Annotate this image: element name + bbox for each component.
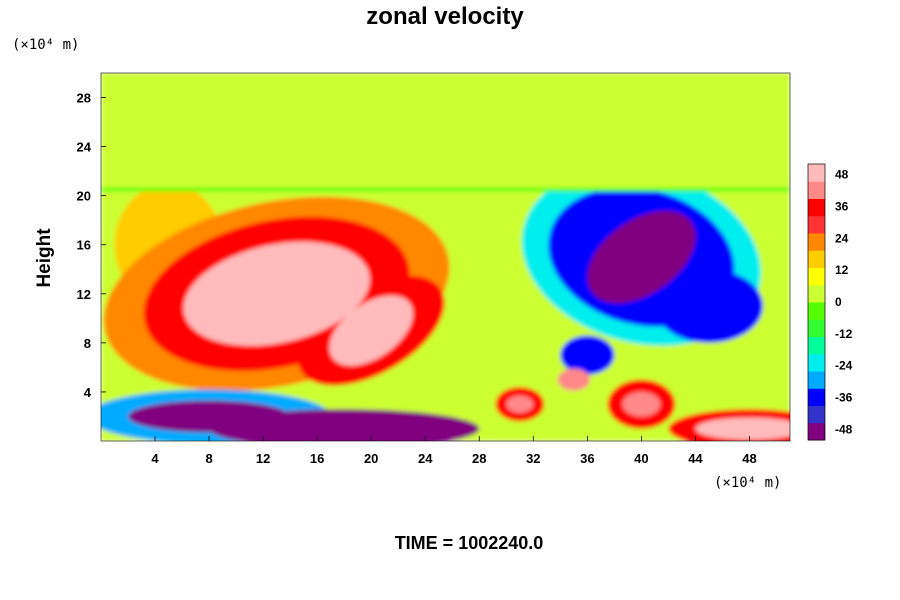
field-blob-negative-bottom-mid — [209, 409, 480, 441]
time-label: TIME = 1002240.0 — [395, 533, 544, 553]
y-tick-label: 28 — [77, 91, 91, 106]
colorbar-tick-label: 36 — [835, 199, 849, 213]
field-blob-negative-lower — [560, 335, 615, 375]
colorbar-swatch — [808, 181, 825, 199]
field-blob-positive-patch-35 — [557, 368, 591, 391]
field-blob-positive-patch-40 — [622, 391, 661, 417]
colorbar-tick-label: 0 — [835, 295, 842, 309]
x-tick-label: 16 — [310, 451, 324, 466]
y-tick-label: 8 — [84, 336, 91, 351]
colorbar-swatch — [808, 353, 825, 372]
colorbar-tick-label: 48 — [835, 168, 849, 182]
colorbar-swatch — [808, 267, 825, 286]
x-tick-label: 44 — [688, 451, 703, 466]
chart-title: zonal velocity — [366, 3, 524, 30]
colorbar-tick-label: -12 — [835, 327, 853, 341]
colorbar-swatch — [808, 371, 825, 389]
x-tick-label: 12 — [256, 451, 270, 466]
colorbar-swatch — [808, 405, 825, 424]
colorbar-swatch — [808, 164, 825, 182]
y-tick-label: 20 — [77, 189, 91, 204]
y-unit-label: (×10⁴ m) — [12, 37, 79, 53]
field-blob-strong-positive-core — [183, 241, 370, 346]
colorbar-swatch — [808, 250, 825, 268]
colorbar-swatch — [808, 284, 825, 303]
field-blob-negative-core — [587, 210, 696, 304]
colorbar-swatch — [808, 422, 825, 441]
x-tick-label: 32 — [526, 451, 540, 466]
colorbar-tick-label: 24 — [835, 231, 849, 245]
x-tick-label: 8 — [205, 451, 212, 466]
colorbar-swatch — [808, 215, 825, 234]
y-tick-label: 24 — [77, 140, 92, 155]
colorbar-swatch — [808, 198, 825, 217]
x-tick-label: 20 — [364, 451, 378, 466]
velocity-field — [101, 73, 790, 441]
colorbar-tick-label: 12 — [835, 263, 849, 277]
colorbar-border — [807, 163, 826, 441]
x-tick-label: 36 — [580, 451, 594, 466]
y-axis-label: Height — [34, 228, 55, 288]
field-blob-positive-lobe-mid — [329, 295, 413, 366]
y-tick-label: 16 — [77, 238, 91, 253]
field-upper-layer — [101, 73, 790, 190]
field-blob-positive-patch-bottom-right — [695, 417, 790, 440]
x-tick-label: 4 — [151, 451, 159, 466]
x-tick-label: 24 — [418, 451, 433, 466]
x-tick-label: 28 — [472, 451, 486, 466]
colorbar-tick-label: -36 — [835, 391, 853, 405]
x-tick-label: 40 — [634, 451, 648, 466]
x-tick-label: 48 — [742, 451, 756, 466]
colorbar-swatch — [808, 388, 825, 406]
field-blob-negative-east — [654, 269, 763, 343]
colorbar-tick-label: -24 — [835, 359, 853, 373]
x-axis-ticks: 4 8 12 16 20 24 28 32 36 40 44 48 — [151, 436, 757, 466]
field-interface-band — [101, 187, 790, 192]
y-tick-label: 12 — [77, 287, 91, 302]
colorbar-swatch — [808, 302, 825, 320]
colorbar: 48 36 24 12 0 -12 -24 -36 -48 — [807, 163, 853, 441]
y-axis-ticks: 4 8 12 16 20 24 28 — [77, 91, 106, 400]
y-tick-label: 4 — [84, 385, 92, 400]
colorbar-swatch — [808, 336, 825, 355]
x-unit-label: (×10⁴ m) — [714, 475, 781, 491]
plot-border — [100, 72, 791, 442]
plot-area — [101, 73, 790, 441]
colorbar-tick-label: -48 — [835, 422, 853, 436]
colorbar-swatch — [808, 233, 825, 251]
field-blob-positive-patch-31 — [506, 395, 534, 413]
colorbar-swatch — [808, 319, 825, 337]
